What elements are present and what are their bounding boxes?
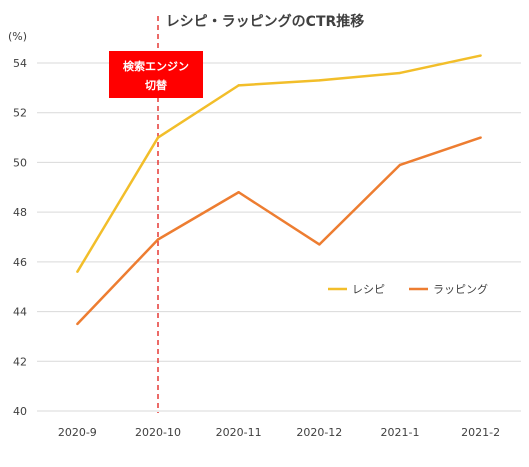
legend-label-wrapping: ラッピング [433,282,488,296]
x-axis-ticks: 2020-9 2020-10 2020-11 2020-12 2021-1 2021-2 [58,426,500,439]
data-point [76,322,79,326]
data-point [237,84,240,87]
y-tick-label: 44 [13,306,27,319]
data-point [479,136,482,139]
y-tick-label: 50 [13,156,27,169]
x-tick-label: 2021-2 [461,426,500,439]
data-point [237,191,240,194]
data-point [398,71,402,75]
x-tick-label: 2020-10 [135,426,181,439]
data-point [479,54,482,57]
data-point [318,79,321,82]
y-tick-label: 54 [13,57,27,70]
series-lines [76,54,482,326]
y-tick-label: 48 [13,206,27,219]
search-engine-switch-annotation: 検索エンジン 切替 [109,51,203,98]
series-line-0 [76,54,481,273]
annotation-line-2: 切替 [145,78,168,92]
x-tick-label: 2020-12 [296,426,342,439]
y-axis-ticks: 40 42 44 46 48 50 52 54 [13,57,27,418]
annotation-box [109,51,203,98]
x-tick-label: 2020-11 [216,426,262,439]
gridlines [37,62,521,412]
legend-label-recipe: レシピ [352,283,385,296]
y-tick-label: 42 [13,355,27,368]
y-tick-label: 40 [13,405,27,418]
y-tick-label: 52 [13,107,27,120]
annotation-line-1: 検索エンジン [123,59,189,73]
data-point [398,163,402,167]
data-point [76,270,79,273]
data-point [318,243,321,246]
series-line-1 [76,136,482,325]
legend: レシピ ラッピング [328,282,488,296]
chart-title: レシピ・ラッピングのCTR推移 [166,13,365,30]
data-point [156,136,160,139]
y-axis-unit: (%) [8,30,27,43]
x-tick-label: 2020-9 [58,426,97,439]
y-tick-label: 46 [13,256,27,269]
data-point [156,238,160,241]
x-tick-label: 2021-1 [381,426,420,439]
